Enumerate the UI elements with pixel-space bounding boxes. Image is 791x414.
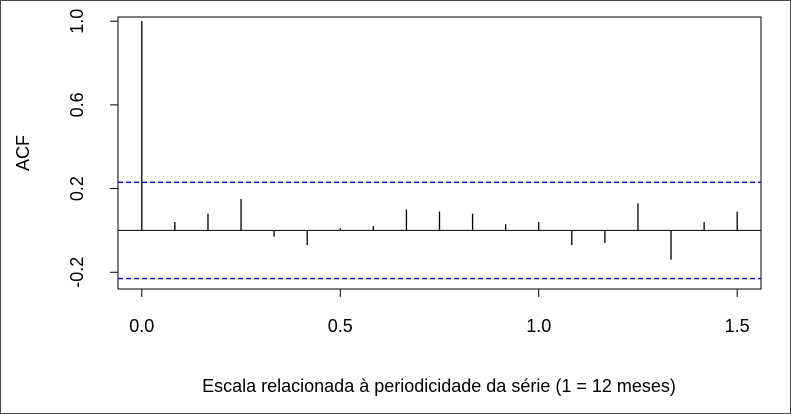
x-tick-label: 0.0 xyxy=(129,316,154,336)
y-tick-label: 0.2 xyxy=(67,176,87,201)
y-axis: -0.2 0.2 0.6 1.0 xyxy=(67,9,119,288)
acf-spikes xyxy=(141,21,738,260)
confidence-bounds xyxy=(118,181,761,280)
y-tick-label: 1.0 xyxy=(67,9,87,34)
y-tick-label: -0.2 xyxy=(67,257,87,288)
x-tick-label: 1.0 xyxy=(526,316,551,336)
x-tick-label: 0.5 xyxy=(328,316,353,336)
y-axis-label: ACF xyxy=(13,135,33,171)
y-tick-label: 0.6 xyxy=(67,92,87,117)
x-tick-label: 1.5 xyxy=(725,316,750,336)
plot-area-box xyxy=(117,16,762,290)
x-axis: 0.0 0.5 1.0 1.5 xyxy=(129,288,750,336)
x-axis-label: Escala relacionada à periodicidade da sé… xyxy=(202,376,676,396)
